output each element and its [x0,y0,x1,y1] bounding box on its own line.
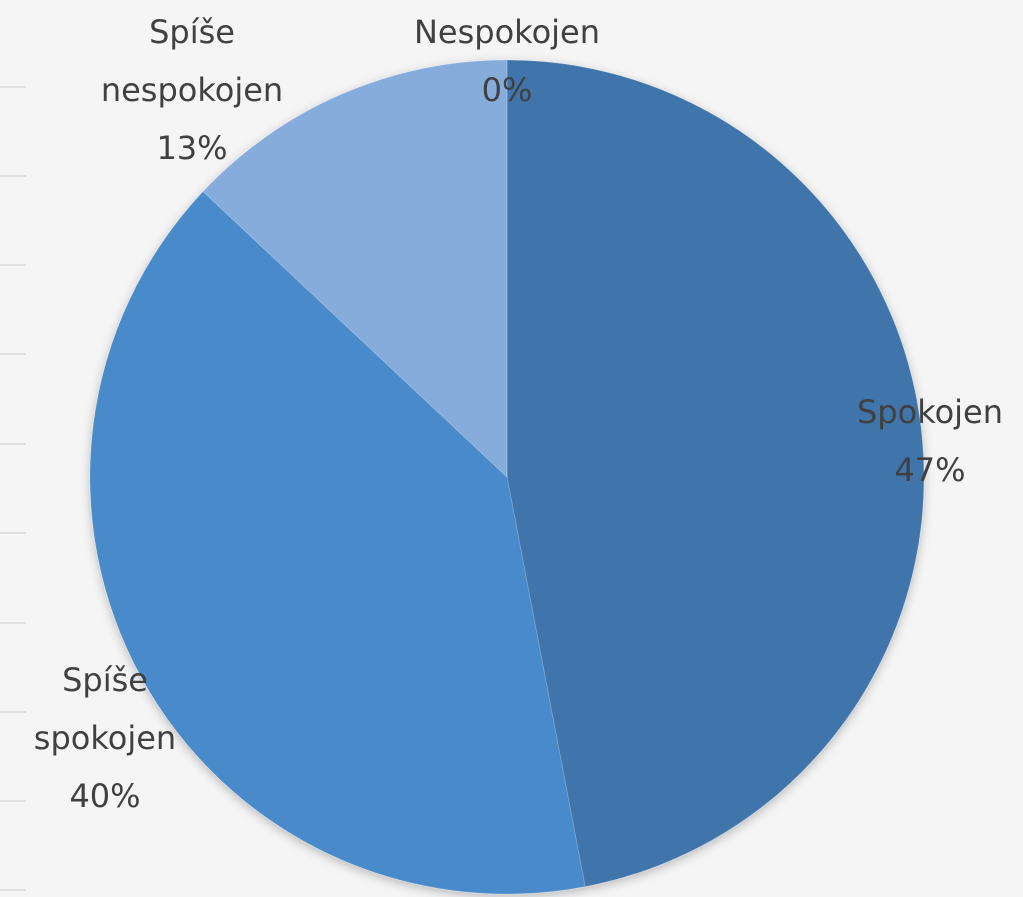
value-label: 0% [481,71,533,109]
pie [89,59,925,895]
slice-label: Nespokojen 0% [377,3,637,119]
category-label: Spíše nespokojen [100,13,284,109]
slice-label: Spíše nespokojen 13% [77,3,307,177]
slice-label: Spíše spokojen 40% [10,651,200,825]
value-label: 47% [894,451,966,489]
category-label: Spokojen [856,393,1004,431]
category-label: Nespokojen [413,13,600,51]
value-label: 13% [156,129,228,167]
pie-slice [506,59,925,888]
pie-slice [89,190,586,895]
side-rules [0,86,26,891]
category-label: Spíše spokojen [33,661,177,757]
slice-label: Spokojen 47% [830,383,1023,499]
pie-slice [202,59,508,479]
value-label: 40% [69,777,141,815]
